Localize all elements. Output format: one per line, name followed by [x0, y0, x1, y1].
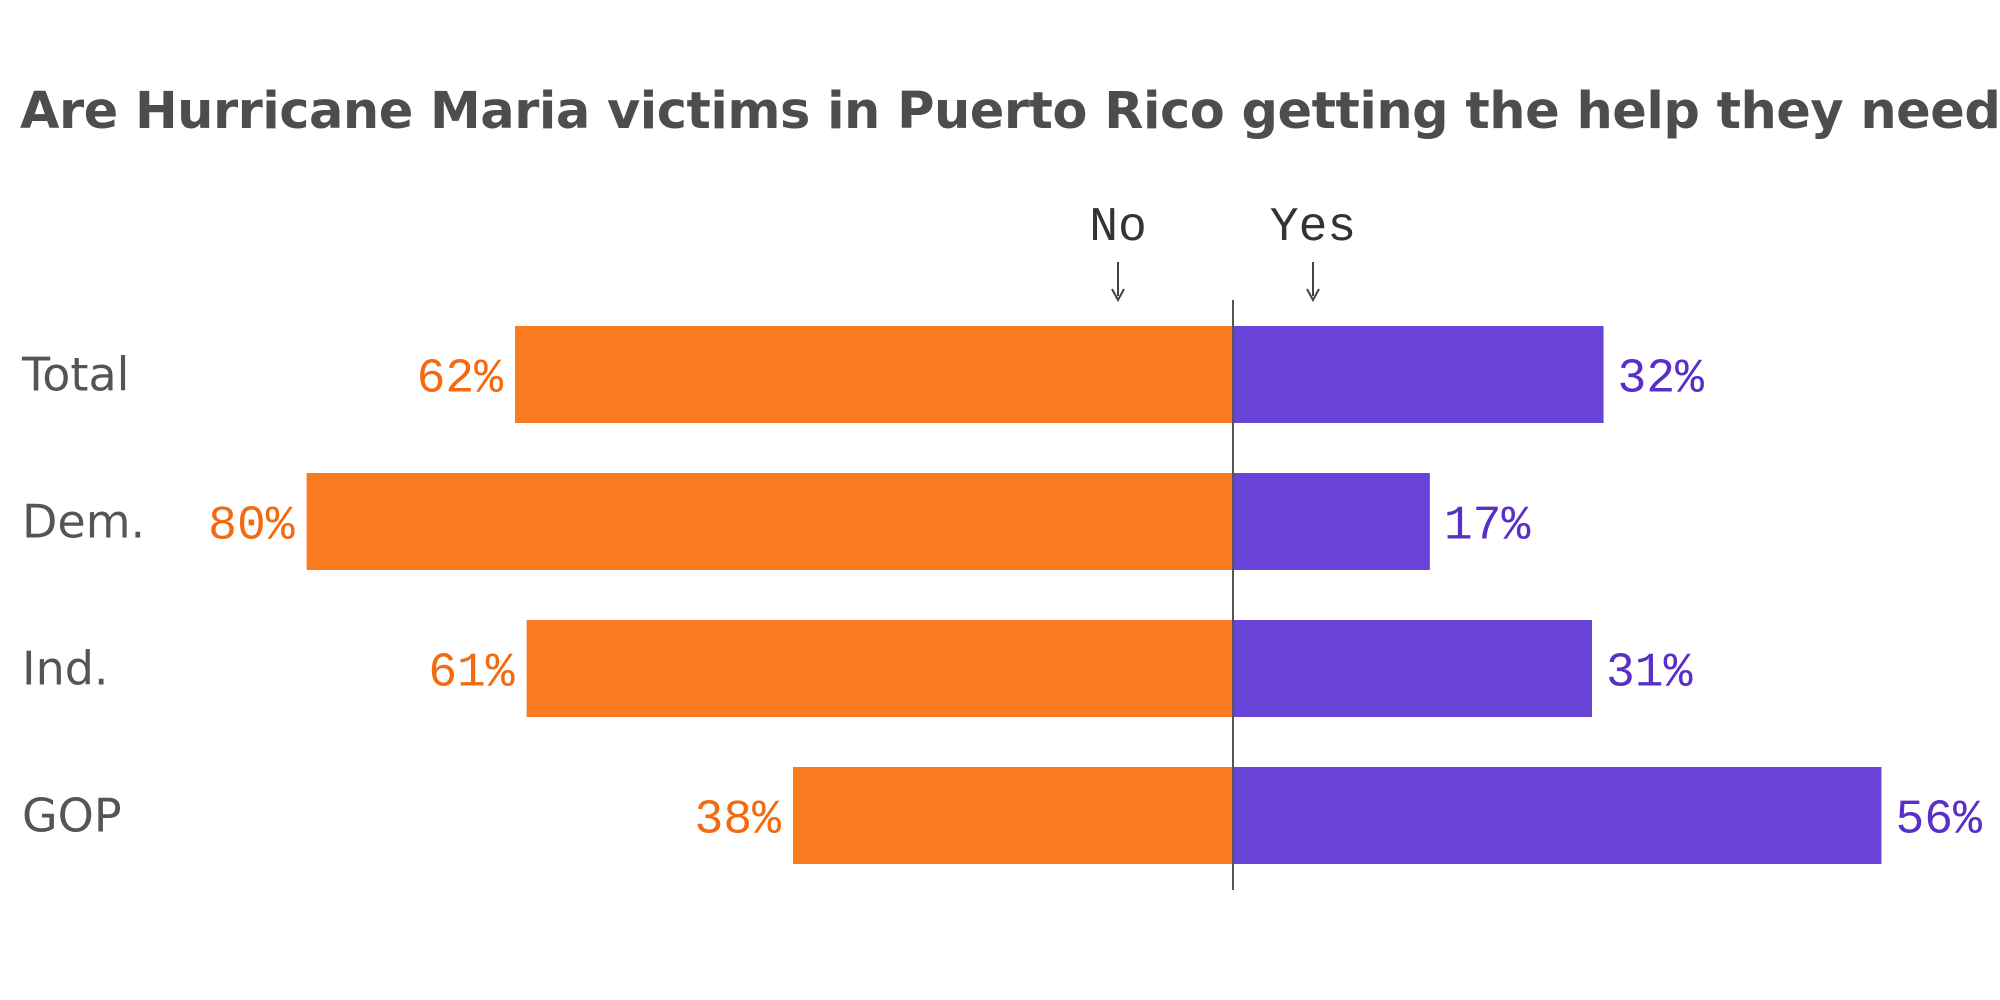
bar-yes — [1233, 473, 1430, 570]
row-label: GOP — [22, 789, 122, 843]
chart-title: Are Hurricane Maria victims in Puerto Ri… — [20, 82, 2000, 141]
value-label-yes: 56% — [1895, 794, 1982, 848]
value-label-no: 61% — [428, 647, 515, 701]
bar-yes — [1233, 326, 1604, 423]
bar-yes — [1233, 767, 1882, 864]
value-label-yes: 32% — [1618, 353, 1705, 407]
value-label-yes: 31% — [1606, 647, 1693, 701]
bar-no — [526, 620, 1233, 717]
value-label-no: 62% — [417, 353, 504, 407]
chart-rows: Total 62% 32% Dem. 80% 17% Ind. 61% 31% GOP 38% 56% — [21, 326, 1982, 864]
bar-no — [306, 473, 1234, 570]
row-label: Dem. — [22, 495, 145, 549]
bar-no — [515, 326, 1233, 423]
value-label-no: 80% — [208, 500, 295, 554]
series-header-no: No — [1089, 201, 1147, 255]
bar-yes — [1233, 620, 1592, 717]
series-headers: No Yes — [1089, 201, 1356, 303]
arrow-head-icon — [1306, 288, 1320, 303]
value-label-yes: 17% — [1444, 500, 1531, 554]
chart-row-total: Total 62% 32% — [21, 326, 1704, 423]
chart-row-dem: Dem. 80% 17% — [22, 473, 1530, 570]
row-label: Total — [21, 348, 129, 402]
chart-row-ind: Ind. 61% 31% — [22, 620, 1693, 717]
row-label: Ind. — [22, 642, 109, 696]
value-label-no: 38% — [695, 794, 782, 848]
bar-no — [792, 767, 1233, 864]
arrow-head-icon — [1111, 288, 1125, 303]
series-header-yes: Yes — [1270, 201, 1356, 255]
chart-row-gop: GOP 38% 56% — [22, 767, 1982, 864]
